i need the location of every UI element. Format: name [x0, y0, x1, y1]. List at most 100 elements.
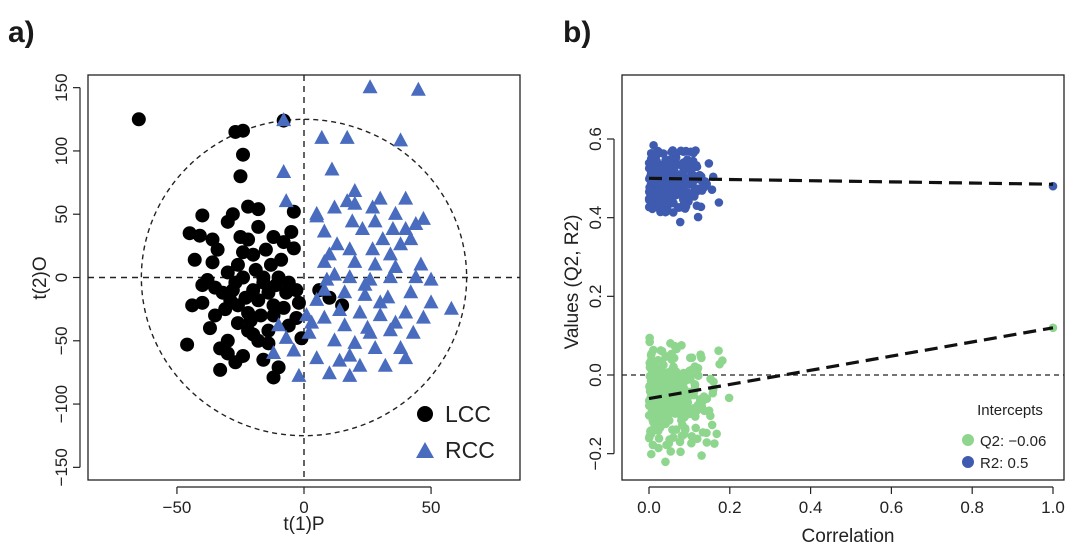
point-rcc	[326, 199, 342, 214]
point-lcc	[236, 147, 251, 162]
point-rcc	[372, 307, 388, 322]
permutation-point-q2	[648, 440, 658, 450]
point-lcc	[233, 169, 248, 184]
point-rcc	[347, 183, 363, 198]
permutation-point-q2	[672, 344, 681, 354]
point-rcc	[382, 246, 398, 261]
point-lcc	[220, 265, 235, 280]
legend-marker-rcc	[416, 442, 434, 458]
point-lcc	[251, 202, 266, 217]
x-tick-label-a: 50	[422, 498, 441, 517]
point-lcc	[213, 362, 228, 377]
permutation-point-q2	[704, 406, 714, 415]
permutation-point-r2	[647, 194, 656, 204]
x-tick-label-b: 1.0	[1041, 498, 1065, 517]
point-lcc	[192, 228, 207, 243]
point-rcc	[413, 256, 429, 271]
point-rcc	[309, 208, 325, 223]
point-rcc	[309, 291, 325, 306]
permutation-point-q2	[697, 353, 706, 363]
point-rcc	[398, 190, 414, 205]
point-lcc	[269, 278, 284, 293]
point-rcc	[314, 129, 330, 144]
point-rcc	[398, 221, 414, 236]
point-lcc	[228, 275, 243, 290]
point-rcc	[324, 161, 340, 176]
point-rcc	[321, 246, 337, 261]
point-rcc	[387, 205, 403, 220]
legend-marker-r2	[962, 456, 974, 468]
legend-marker-lcc	[417, 406, 433, 422]
permutation-point-r2	[707, 185, 717, 194]
fit-lines-b	[648, 176, 1054, 401]
permutation-point-r2	[655, 203, 665, 212]
permutation-point-q2	[686, 375, 695, 384]
permutation-point-q2	[646, 358, 655, 368]
permutation-point-r2	[667, 147, 676, 157]
permutation-point-q2	[676, 447, 685, 457]
x-tick-label-a: −50	[163, 498, 192, 517]
point-rcc	[337, 317, 353, 332]
point-lcc	[220, 346, 235, 361]
point-rcc	[266, 345, 282, 360]
permutation-point-q2	[649, 377, 659, 387]
point-lcc	[248, 262, 263, 277]
point-lcc	[238, 290, 253, 305]
permutation-point-r2	[702, 179, 712, 189]
point-rcc	[415, 309, 431, 324]
point-lcc	[251, 293, 266, 308]
y-axis-title-b: Values (Q2, R2)	[562, 215, 583, 350]
point-rcc	[344, 213, 360, 228]
point-rcc	[398, 350, 414, 365]
point-lcc	[195, 278, 210, 293]
x-tick-label-b: 0.4	[799, 498, 823, 517]
permutation-point-q2	[697, 402, 707, 411]
permutation-point-q2	[697, 451, 706, 460]
point-rcc	[316, 223, 332, 238]
permutation-point-r2	[660, 193, 670, 203]
point-rcc	[342, 241, 358, 256]
permutation-point-q2	[694, 371, 703, 381]
permutation-point-q2	[691, 423, 701, 433]
point-rcc	[291, 367, 307, 382]
point-rcc	[380, 289, 396, 304]
point-lcc	[266, 308, 281, 323]
x-tick-label-a: 0	[299, 498, 308, 517]
point-rcc	[319, 271, 335, 286]
permutation-point-q2	[684, 391, 694, 401]
point-lcc	[266, 298, 281, 313]
legend-label-lcc: LCC	[445, 401, 491, 427]
point-rcc	[403, 284, 419, 299]
point-rcc	[332, 352, 348, 367]
y-axis-title-a: t(2)O	[30, 256, 51, 299]
point-rcc	[372, 190, 388, 205]
panel-b: b) 0.0 0.2 0.4 0.6 0.8 1.0 −0.2 0.0 0.2 0.4 0.6 Co…	[562, 16, 1065, 547]
point-rcc	[352, 304, 368, 319]
permutation-point-r2	[704, 159, 714, 168]
permutation-point-q2	[687, 353, 697, 362]
point-rcc	[339, 129, 355, 144]
y-tick-label-b: 0.2	[586, 285, 605, 309]
point-lcc	[286, 241, 301, 256]
point-lcc	[236, 245, 251, 260]
point-lcc	[202, 321, 217, 336]
point-rcc	[316, 253, 332, 268]
point-rcc	[365, 199, 381, 214]
legend-label-r2: R2: 0.5	[980, 455, 1028, 472]
point-lcc	[180, 337, 195, 352]
point-lcc	[236, 348, 251, 363]
point-rcc	[365, 241, 381, 256]
point-lcc	[256, 352, 271, 367]
permutation-point-q2	[710, 439, 719, 448]
point-lcc	[220, 333, 235, 348]
point-lcc	[251, 333, 266, 348]
point-rcc	[357, 286, 373, 301]
permutation-point-r2	[672, 190, 681, 200]
permutation-point-q2	[677, 431, 687, 441]
point-rcc	[410, 81, 426, 96]
point-rcc	[423, 271, 439, 286]
permutation-point-r2	[681, 202, 691, 211]
permutation-point-r2	[646, 149, 656, 158]
point-rcc	[301, 324, 317, 339]
confidence-ellipse-a	[140, 118, 468, 437]
